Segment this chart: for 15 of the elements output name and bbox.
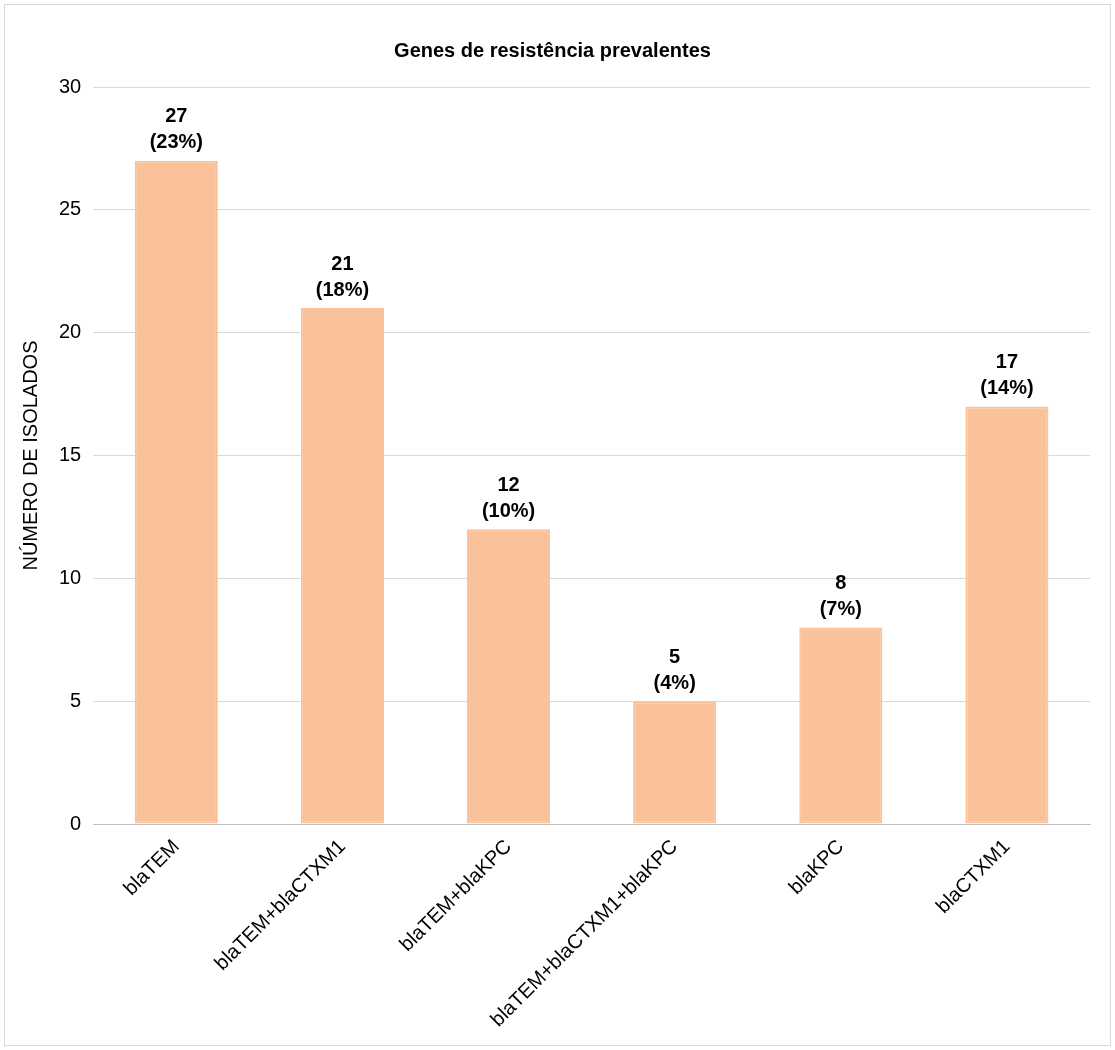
- y-tick-label: 5: [70, 688, 82, 711]
- y-axis-title: NÚMERO DE ISOLADOS: [18, 340, 41, 571]
- data-label: 27 (23%): [149, 104, 203, 153]
- y-tick-label: 15: [59, 443, 82, 466]
- data-label: 8 (7%): [819, 571, 862, 620]
- y-tick-label: 30: [59, 74, 82, 97]
- data-label: 5 (4%): [653, 644, 696, 693]
- y-tick-label: 20: [59, 320, 82, 343]
- y-tick-label: 10: [59, 565, 82, 588]
- data-label: 12 (10%): [481, 472, 536, 521]
- y-tick-label: 0: [70, 811, 82, 834]
- data-label: 17 (14%): [980, 349, 1034, 398]
- chart-title: Genes de resistência prevalentes: [394, 38, 711, 61]
- data-label: 21 (18%): [315, 251, 370, 300]
- y-tick-label: 25: [59, 197, 82, 220]
